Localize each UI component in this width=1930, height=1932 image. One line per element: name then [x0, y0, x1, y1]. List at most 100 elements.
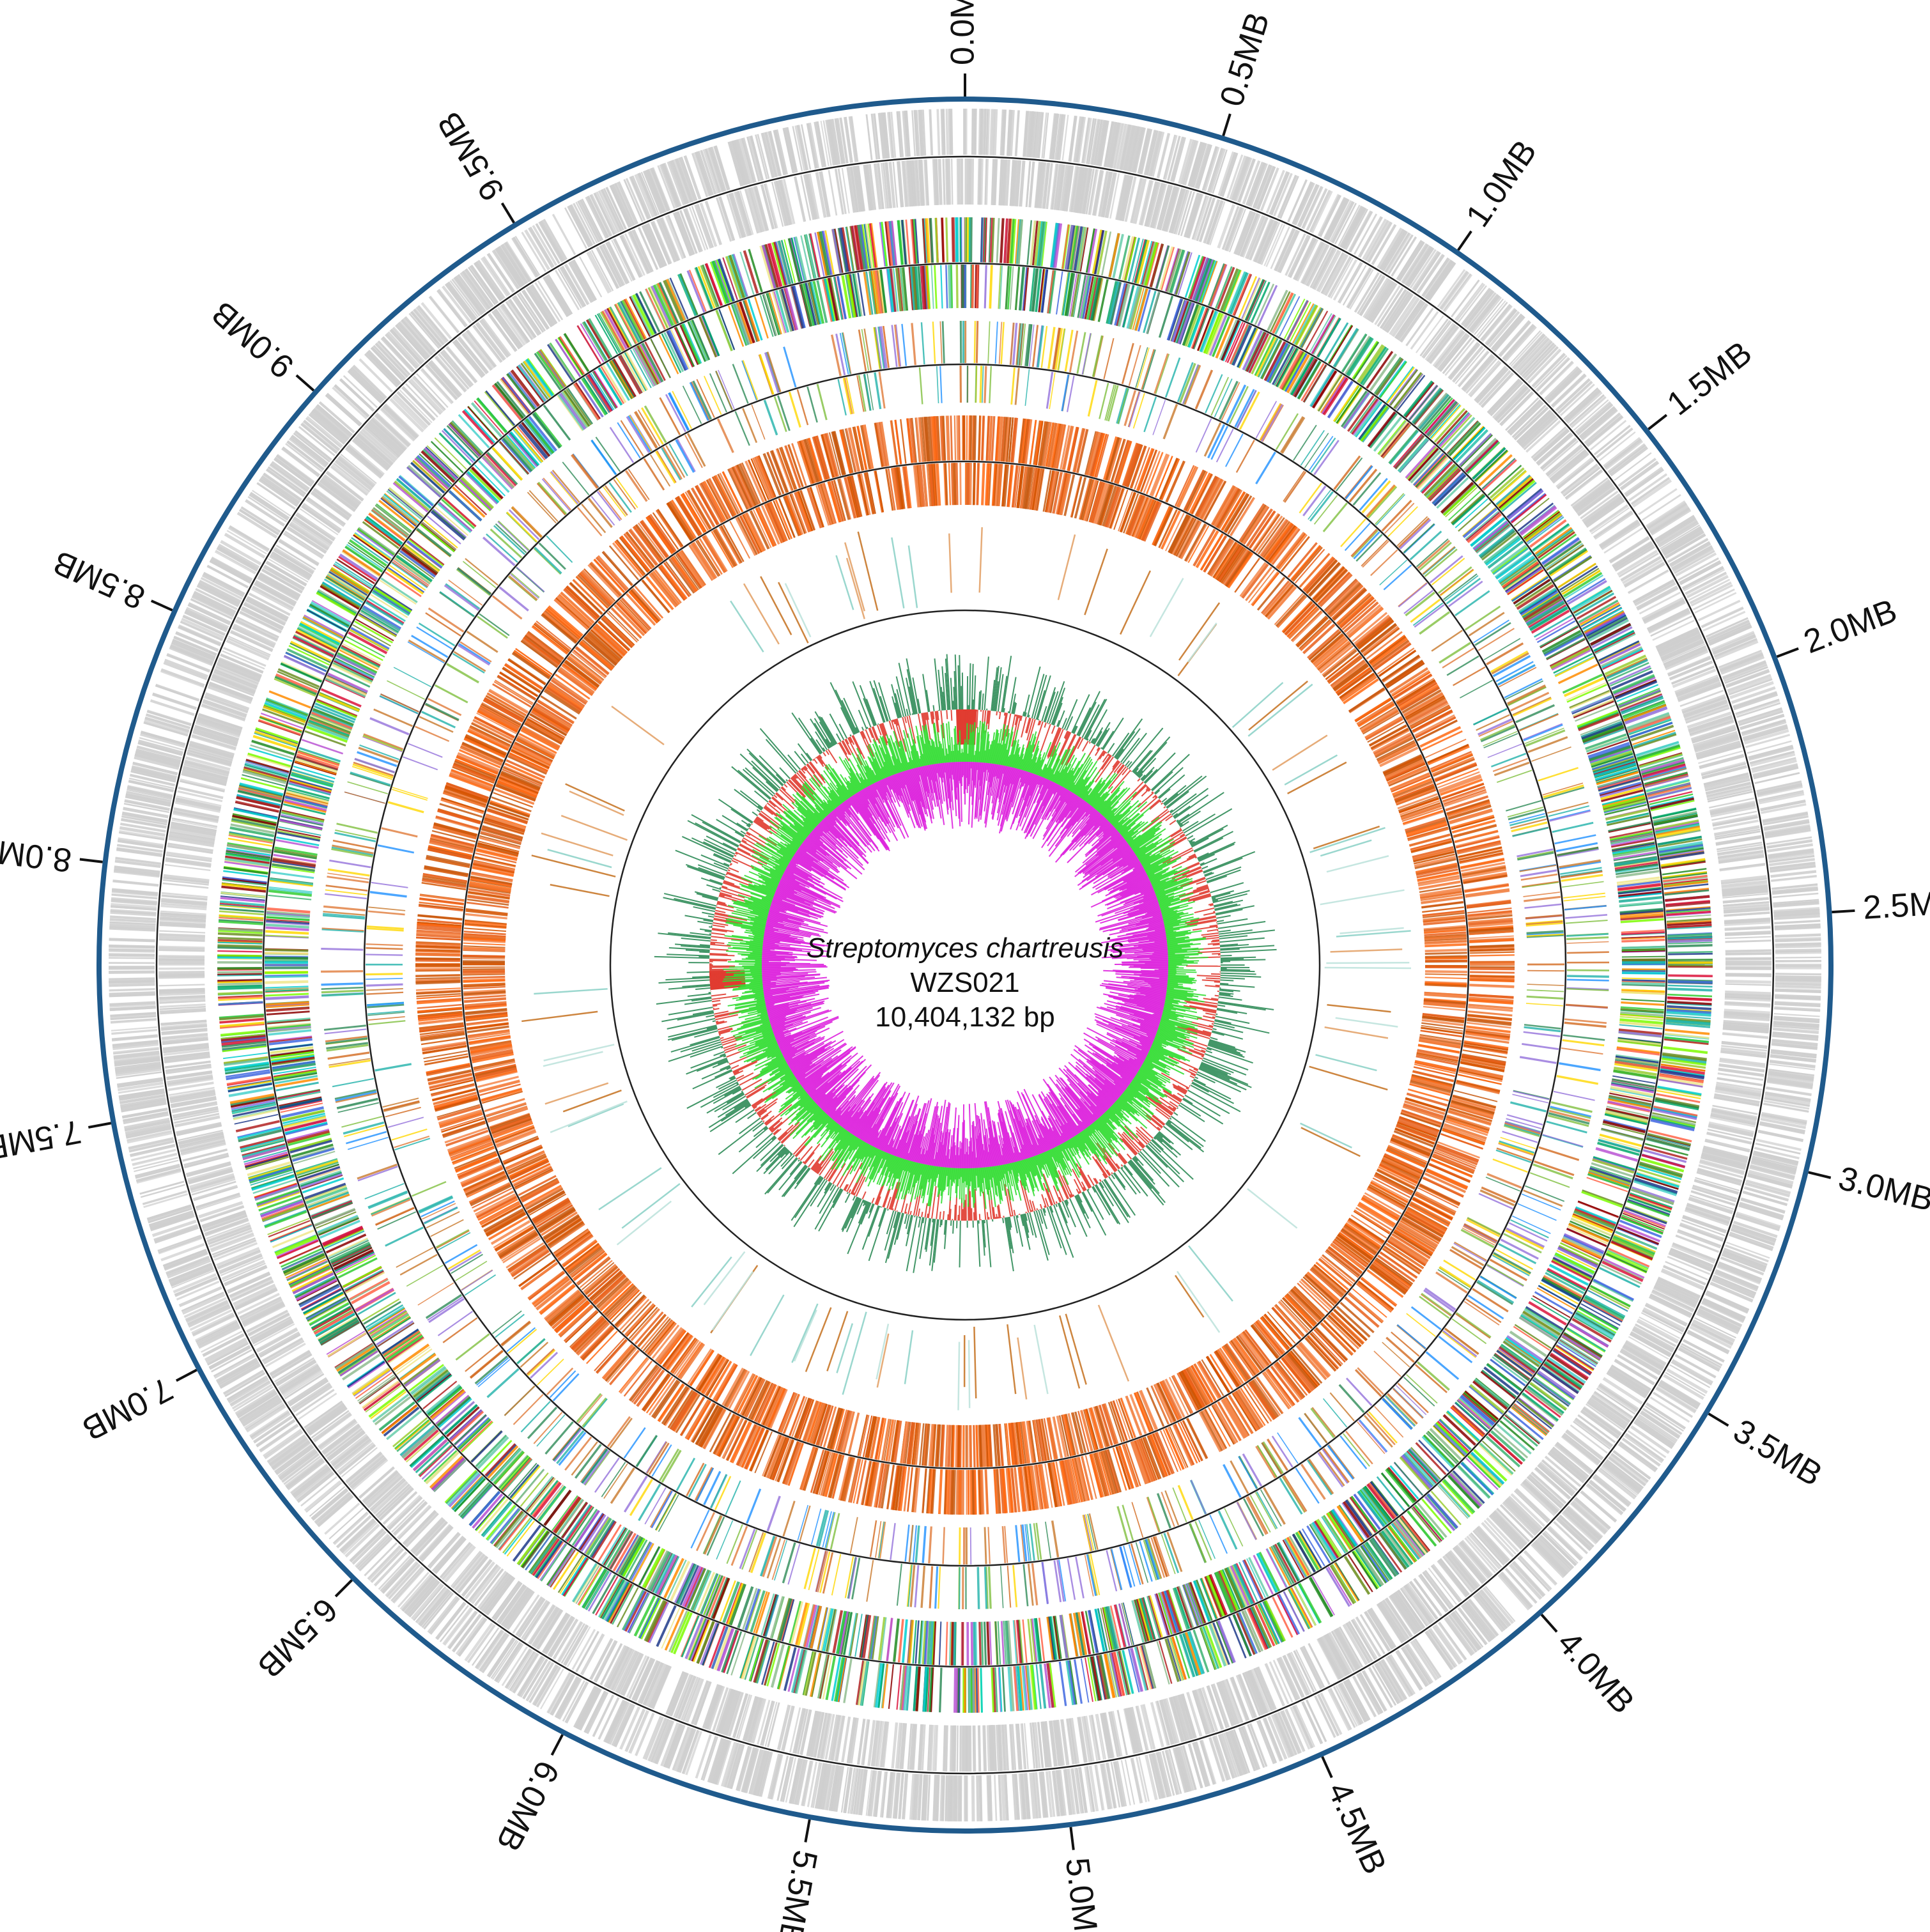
- feature-mark: [997, 1725, 999, 1771]
- axis-tick-label: 6.0MB: [489, 1755, 566, 1857]
- feature-mark: [1775, 981, 1821, 982]
- feature-mark: [227, 530, 266, 554]
- feature-mark: [158, 959, 205, 960]
- feature-mark: [829, 170, 837, 215]
- feature-mark: [1775, 957, 1821, 958]
- feature-mark: [1442, 273, 1469, 310]
- axis-tick: [1541, 1614, 1557, 1632]
- feature-mark: [143, 1191, 187, 1204]
- feature-mark: [158, 977, 205, 978]
- feature-mark: [1725, 981, 1772, 982]
- feature-tracks: [109, 109, 1821, 1821]
- axis-tick-label: 0.0MB: [945, 0, 982, 65]
- feature-mark: [162, 1030, 208, 1033]
- feature-mark: [109, 979, 155, 980]
- feature-mark: [109, 980, 155, 981]
- feature-mark: [946, 109, 948, 155]
- axis-tick: [1070, 1827, 1073, 1850]
- feature-mark: [109, 950, 155, 951]
- feature-mark: [339, 456, 375, 484]
- feature-mark: [144, 1194, 188, 1207]
- axis-tick: [1648, 415, 1666, 429]
- axis-tick-label: 5.0MB: [1058, 1856, 1107, 1932]
- feature-mark: [158, 950, 205, 951]
- feature-mark: [979, 158, 980, 205]
- axis-tick-label: 1.5MB: [1660, 334, 1759, 422]
- feature-mark: [219, 1363, 259, 1385]
- feature-mark: [1015, 111, 1019, 157]
- feature-mark: [158, 975, 205, 976]
- feature-mark: [947, 158, 948, 205]
- axis-tick-label: 8.5MB: [48, 543, 151, 616]
- feature-mark: [109, 939, 155, 940]
- feature-mark: [939, 159, 941, 205]
- feature-mark: [109, 993, 155, 994]
- feature-mark: [164, 663, 206, 679]
- feature-mark: [1775, 983, 1821, 984]
- feature-mark: [935, 1775, 937, 1821]
- feature-mark: [972, 158, 973, 205]
- axis-tick: [297, 375, 314, 390]
- feature-mark: [1725, 974, 1772, 975]
- axis-tick: [1709, 1414, 1729, 1426]
- feature-mark: [1775, 987, 1821, 988]
- feature-mark: [899, 111, 902, 157]
- feature-mark: [952, 1775, 953, 1821]
- feature-mark: [112, 890, 158, 894]
- feature-mark: [158, 1238, 202, 1253]
- axis-tick: [1458, 231, 1471, 251]
- feature-mark: [1610, 1368, 1649, 1393]
- feature-mark: [1775, 991, 1821, 992]
- feature-mark: [112, 881, 158, 885]
- axis-tick: [502, 203, 514, 223]
- feature-mark: [1021, 160, 1024, 206]
- feature-mark: [1725, 937, 1771, 939]
- feature-mark: [1680, 1223, 1724, 1239]
- feature-mark: [1770, 872, 1816, 877]
- feature-mark: [1775, 951, 1821, 952]
- axis-tick-label: 4.0MB: [1550, 1625, 1641, 1721]
- feature-mark: [1771, 876, 1817, 881]
- feature-mark: [1609, 1370, 1648, 1395]
- feature-mark: [1775, 978, 1821, 979]
- feature-mark: [1725, 941, 1771, 942]
- feature-mark: [176, 1125, 221, 1134]
- feature-mark: [1302, 1702, 1322, 1743]
- feature-mark: [1695, 593, 1736, 613]
- axis-tick-label: 3.5MB: [1727, 1412, 1828, 1494]
- feature-mark: [1774, 921, 1820, 923]
- feature-mark: [990, 1775, 991, 1821]
- feature-mark: [109, 971, 155, 972]
- feature-mark: [1774, 1014, 1820, 1016]
- axis-tick: [151, 601, 173, 610]
- feature-mark: [1775, 935, 1821, 937]
- feature-mark: [1679, 1347, 1720, 1369]
- axis-tick: [1223, 114, 1230, 135]
- feature-mark: [994, 1775, 996, 1821]
- feature-mark: [1564, 1434, 1600, 1462]
- axis-tick: [1777, 649, 1798, 657]
- feature-mark: [158, 985, 205, 986]
- feature-mark: [1612, 542, 1651, 566]
- feature-mark: [159, 931, 205, 933]
- feature-mark: [951, 109, 952, 155]
- feature-mark: [159, 991, 205, 993]
- feature-mark: [974, 1726, 975, 1772]
- axis-tick-label: 0.5MB: [1213, 8, 1277, 111]
- feature-mark: [158, 957, 205, 958]
- feature-mark: [1725, 958, 1772, 959]
- feature-mark: [158, 972, 205, 973]
- feature-mark: [904, 1774, 907, 1820]
- feature-mark: [1287, 1654, 1306, 1696]
- axis-tick: [805, 1820, 809, 1842]
- feature-mark: [994, 109, 996, 155]
- feature-mark: [109, 989, 155, 991]
- feature-mark: [109, 946, 155, 947]
- feature-mark: [1720, 864, 1765, 870]
- feature-mark: [1775, 938, 1821, 939]
- axis-tick: [1832, 911, 1855, 912]
- feature-mark: [943, 158, 945, 205]
- feature-mark: [1775, 944, 1821, 945]
